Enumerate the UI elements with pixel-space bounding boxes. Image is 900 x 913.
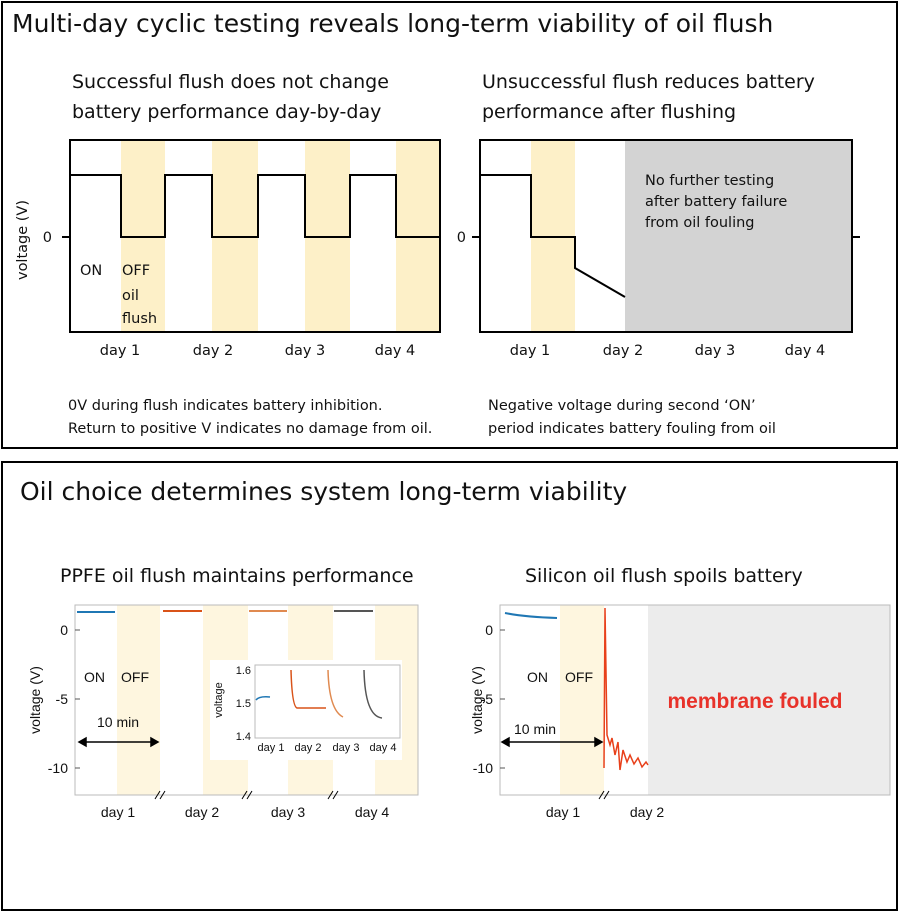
caption: Negative voltage during second ‘ON’ — [488, 398, 756, 414]
span-arrow — [77, 736, 160, 748]
bottom-title: Oil choice determines system long-term v… — [20, 477, 627, 506]
day-label: day 1 — [546, 804, 580, 820]
day-label: day 1 — [101, 804, 135, 820]
y-label: voltage — [213, 682, 225, 717]
note: No further testing — [645, 173, 774, 189]
axes — [499, 604, 891, 796]
right-schematic — [472, 139, 860, 333]
tick-label: -10 — [473, 760, 493, 776]
subtitle: Silicon oil flush spoils battery — [525, 565, 803, 587]
y-label: voltage (V) — [27, 666, 43, 734]
day-label: day 4 — [785, 343, 826, 359]
y-label: voltage (V) — [469, 666, 485, 734]
top-title: Multi-day cyclic testing reveals long-te… — [12, 9, 773, 38]
label: OFF — [121, 669, 149, 685]
note: after battery failure — [645, 194, 787, 210]
label: OFF — [565, 669, 593, 685]
tick-label: -5 — [481, 691, 494, 707]
tick-label: 1.6 — [236, 665, 251, 677]
ppfe-plot — [74, 604, 419, 800]
inset-trace — [363, 669, 383, 719]
ticks — [75, 629, 80, 769]
inset-trace — [255, 696, 271, 701]
span-arrow — [500, 736, 604, 748]
day-label: day 1 — [100, 343, 141, 359]
span-label: 10 min — [97, 714, 139, 730]
tick-label: -5 — [56, 691, 69, 707]
day-label: day 4 — [355, 804, 389, 820]
label: OFF — [122, 263, 150, 279]
tick-label: 1.4 — [236, 731, 251, 743]
subtitle: performance after flushing — [482, 101, 736, 123]
bottom-panel — [1, 461, 898, 911]
tick-label: 0 — [457, 230, 466, 246]
day-label: day 4 — [370, 742, 397, 754]
day-label: day 2 — [193, 343, 234, 359]
label: oil — [122, 288, 139, 304]
day-label: day 1 — [510, 343, 551, 359]
label: ON — [80, 263, 102, 279]
inset — [210, 660, 402, 760]
inset-trace — [290, 669, 326, 709]
span-label: 10 min — [514, 721, 556, 737]
note: from oil fouling — [645, 215, 755, 231]
day-label: day 3 — [695, 343, 736, 359]
inset-trace — [327, 669, 344, 718]
inset-axes — [254, 664, 401, 739]
band — [117, 605, 160, 795]
note: membrane fouled — [667, 690, 842, 713]
trace — [504, 612, 558, 619]
day-label: day 2 — [630, 804, 664, 820]
day-label: day 2 — [295, 742, 322, 754]
subtitle: battery performance day-by-day — [72, 101, 381, 123]
tick-label: 0 — [43, 230, 52, 246]
subtitle: Unsuccessful flush reduces battery — [482, 71, 815, 93]
label: flush — [122, 311, 157, 327]
grey-region — [648, 605, 890, 795]
voltage-line — [480, 174, 626, 298]
tick-label: 0 — [60, 622, 68, 638]
left-schematic — [62, 139, 441, 333]
breaks — [154, 790, 339, 800]
silicon-plot — [499, 604, 891, 800]
tick-label: 0 — [485, 622, 493, 638]
day-label: day 3 — [333, 742, 360, 754]
breaks — [598, 790, 610, 800]
day-label: day 3 — [285, 343, 326, 359]
day-label: day 2 — [185, 804, 219, 820]
ticks — [500, 629, 505, 769]
label: ON — [84, 669, 105, 685]
band — [560, 605, 604, 795]
label: ON — [527, 669, 548, 685]
tick-label: 1.5 — [236, 698, 251, 710]
tick-label: -10 — [48, 760, 68, 776]
caption: Return to positive V indicates no damage… — [68, 421, 432, 437]
grey-region — [625, 140, 852, 332]
subtitle: Successful flush does not change — [72, 71, 389, 93]
subtitle: PPFE oil flush maintains performance — [60, 565, 414, 587]
caption: 0V during flush indicates battery inhibi… — [68, 398, 382, 414]
voltage-line — [70, 174, 440, 238]
trace — [603, 607, 649, 771]
day-label: day 2 — [603, 343, 644, 359]
caption: period indicates battery fouling from oi… — [488, 421, 776, 437]
day-label: day 3 — [271, 804, 305, 820]
top-panel — [1, 1, 898, 449]
day-label: day 4 — [375, 343, 416, 359]
y-label: voltage (V) — [15, 200, 31, 280]
day-label: day 1 — [258, 742, 285, 754]
axes — [74, 604, 419, 796]
